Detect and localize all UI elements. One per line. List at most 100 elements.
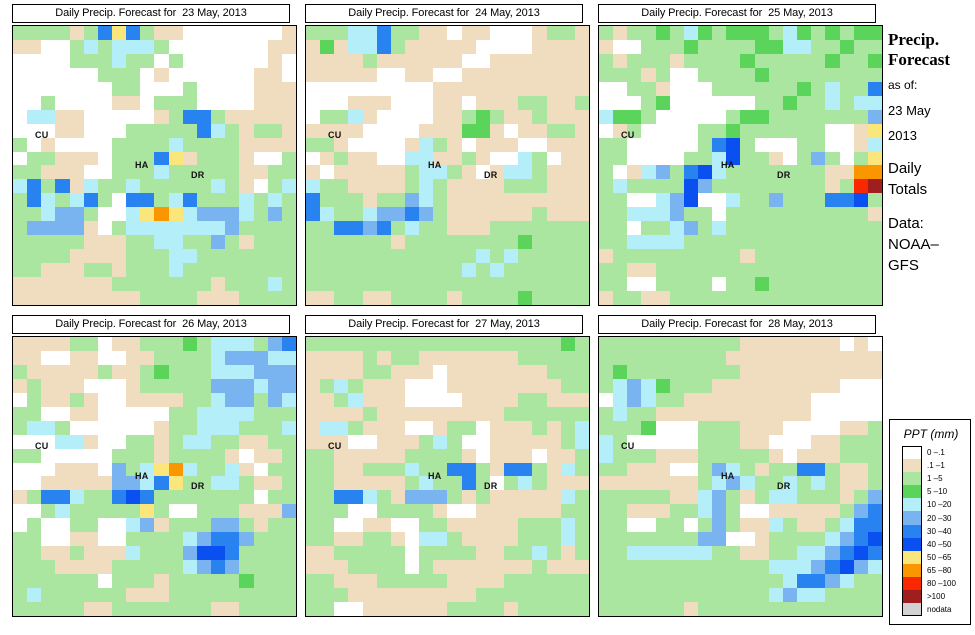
precip-cell [782, 263, 798, 278]
precip-cell [126, 364, 141, 379]
precip-cell [867, 263, 882, 278]
precip-cell [669, 546, 684, 561]
legend-swatch [902, 511, 922, 525]
precip-cell [182, 588, 197, 603]
precip-cell [669, 602, 684, 616]
precip-cell [613, 337, 628, 351]
precip-cell [306, 291, 321, 305]
precip-cell [867, 67, 882, 82]
precip-cell [683, 350, 699, 365]
precip-cell [126, 504, 141, 519]
precip-cell [126, 277, 141, 292]
precip-cell [740, 350, 755, 365]
precip-cell [768, 207, 783, 222]
precip-cell [253, 249, 268, 264]
precip-cell [546, 81, 561, 96]
precip-cell [867, 109, 882, 124]
precip-cell [320, 490, 335, 505]
precip-cell [532, 504, 547, 519]
precip-cell [168, 337, 183, 351]
precip-cell [334, 193, 349, 208]
precip-cell [334, 350, 349, 365]
precip-cell [334, 448, 349, 463]
precip-cell [225, 39, 240, 54]
precip-cell [376, 574, 391, 589]
precip-cell [867, 179, 882, 194]
precip-cell [41, 490, 56, 505]
precip-cell [853, 53, 868, 68]
precip-cell [712, 137, 727, 152]
precip-cell [433, 26, 448, 40]
precip-cell [182, 137, 197, 152]
precip-cell [13, 26, 28, 40]
precip-cell [320, 588, 335, 603]
precip-cell [154, 207, 169, 222]
precip-cell [655, 420, 670, 435]
precip-cell [669, 574, 684, 589]
precip-cell [599, 67, 614, 82]
precip-cell [475, 123, 490, 138]
precip-cell [504, 39, 519, 54]
precip-cell [475, 532, 490, 547]
precip-cell [726, 53, 741, 68]
precip-cell [655, 39, 670, 54]
precip-cell [433, 337, 448, 351]
precip-cell [532, 378, 547, 393]
forecast-panel: Daily Precip. Forecast for 23 May, 2013 C… [5, 2, 297, 309]
precip-cell [69, 235, 84, 250]
precip-cell [712, 588, 727, 603]
precip-cell [182, 277, 197, 292]
precip-cell [27, 476, 42, 491]
precip-cell [376, 350, 391, 365]
precip-cell [405, 67, 420, 82]
precip-cell [489, 462, 505, 477]
precip-cell [518, 53, 533, 68]
precip-cell [518, 518, 533, 533]
precip-cell [320, 137, 335, 152]
precip-cell [461, 462, 476, 477]
precip-cell [211, 350, 226, 365]
precip-cell [613, 137, 628, 152]
precip-cell [55, 53, 70, 68]
legend-label: 1 –5 [927, 474, 943, 484]
precip-cell [306, 420, 321, 435]
precip-cell [532, 364, 547, 379]
precip-cell [613, 165, 628, 180]
precip-cell [546, 420, 561, 435]
precip-cell [641, 448, 656, 463]
precip-cell [390, 602, 406, 616]
precip-cell [754, 207, 769, 222]
precip-cell [532, 337, 547, 351]
precip-cell [306, 109, 321, 124]
precip-cell [599, 490, 614, 505]
precip-cell [768, 109, 783, 124]
precip-cell [867, 165, 882, 180]
precip-cell [641, 165, 656, 180]
precip-cell [13, 462, 28, 477]
precip-cell [853, 291, 868, 305]
precip-cell [867, 291, 882, 305]
precip-cell [867, 95, 882, 110]
precip-cell [797, 378, 812, 393]
precip-cell [182, 26, 197, 40]
precip-cell [641, 291, 656, 305]
precip-cell [532, 193, 547, 208]
precip-cell [196, 406, 212, 421]
precip-cell [768, 291, 783, 305]
precip-cell [726, 406, 741, 421]
precip-cell [782, 434, 798, 449]
precip-cell [83, 490, 98, 505]
precip-cell [839, 249, 854, 264]
precip-cell [168, 462, 183, 477]
precip-cell [768, 504, 783, 519]
precip-cell [641, 95, 656, 110]
precip-cell [168, 179, 183, 194]
precip-cell [447, 193, 462, 208]
precip-cell [461, 337, 476, 351]
precip-cell [726, 81, 741, 96]
precip-cell [867, 221, 882, 236]
precip-cell [853, 95, 868, 110]
precip-cell [196, 546, 212, 561]
precip-cell [306, 26, 321, 40]
precip-cell [599, 207, 614, 222]
